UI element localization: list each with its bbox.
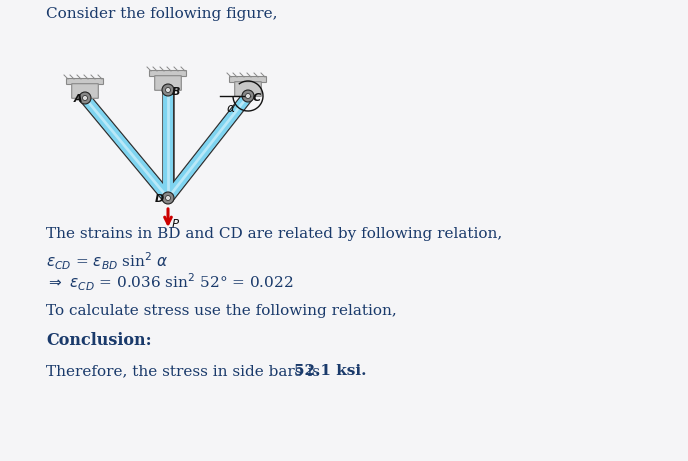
Text: To calculate stress use the following relation,: To calculate stress use the following re… bbox=[46, 304, 397, 318]
Circle shape bbox=[242, 90, 254, 102]
Text: B: B bbox=[172, 87, 180, 97]
Circle shape bbox=[83, 95, 87, 100]
Text: A: A bbox=[74, 94, 83, 104]
Text: 52.1 ksi.: 52.1 ksi. bbox=[294, 364, 367, 378]
Circle shape bbox=[166, 88, 171, 93]
Text: Therefore, the stress in side bars is: Therefore, the stress in side bars is bbox=[46, 364, 325, 378]
FancyBboxPatch shape bbox=[67, 78, 103, 84]
Text: The strains in BD and CD are related by following relation,: The strains in BD and CD are related by … bbox=[46, 227, 502, 241]
Text: $\Rightarrow$ $\epsilon_{CD}$ = 0.036 sin$^{2}$ 52° = 0.022: $\Rightarrow$ $\epsilon_{CD}$ = 0.036 si… bbox=[46, 272, 293, 293]
Text: C: C bbox=[253, 93, 261, 103]
FancyBboxPatch shape bbox=[72, 84, 98, 98]
FancyBboxPatch shape bbox=[230, 77, 266, 83]
Text: P: P bbox=[172, 218, 179, 231]
Text: $\epsilon_{CD}$ = $\epsilon_{BD}$ sin$^{2}$ $\alpha$: $\epsilon_{CD}$ = $\epsilon_{BD}$ sin$^{… bbox=[46, 250, 169, 272]
FancyBboxPatch shape bbox=[235, 82, 261, 96]
FancyBboxPatch shape bbox=[155, 76, 182, 90]
Text: $\alpha$: $\alpha$ bbox=[226, 102, 236, 115]
Text: Conclusion:: Conclusion: bbox=[46, 332, 151, 349]
Text: D: D bbox=[155, 194, 164, 204]
Circle shape bbox=[246, 94, 250, 99]
FancyBboxPatch shape bbox=[149, 71, 186, 77]
Circle shape bbox=[162, 84, 174, 96]
Circle shape bbox=[162, 192, 174, 204]
Circle shape bbox=[79, 92, 91, 104]
Circle shape bbox=[166, 195, 171, 201]
Text: Consider the following figure,: Consider the following figure, bbox=[46, 7, 277, 21]
